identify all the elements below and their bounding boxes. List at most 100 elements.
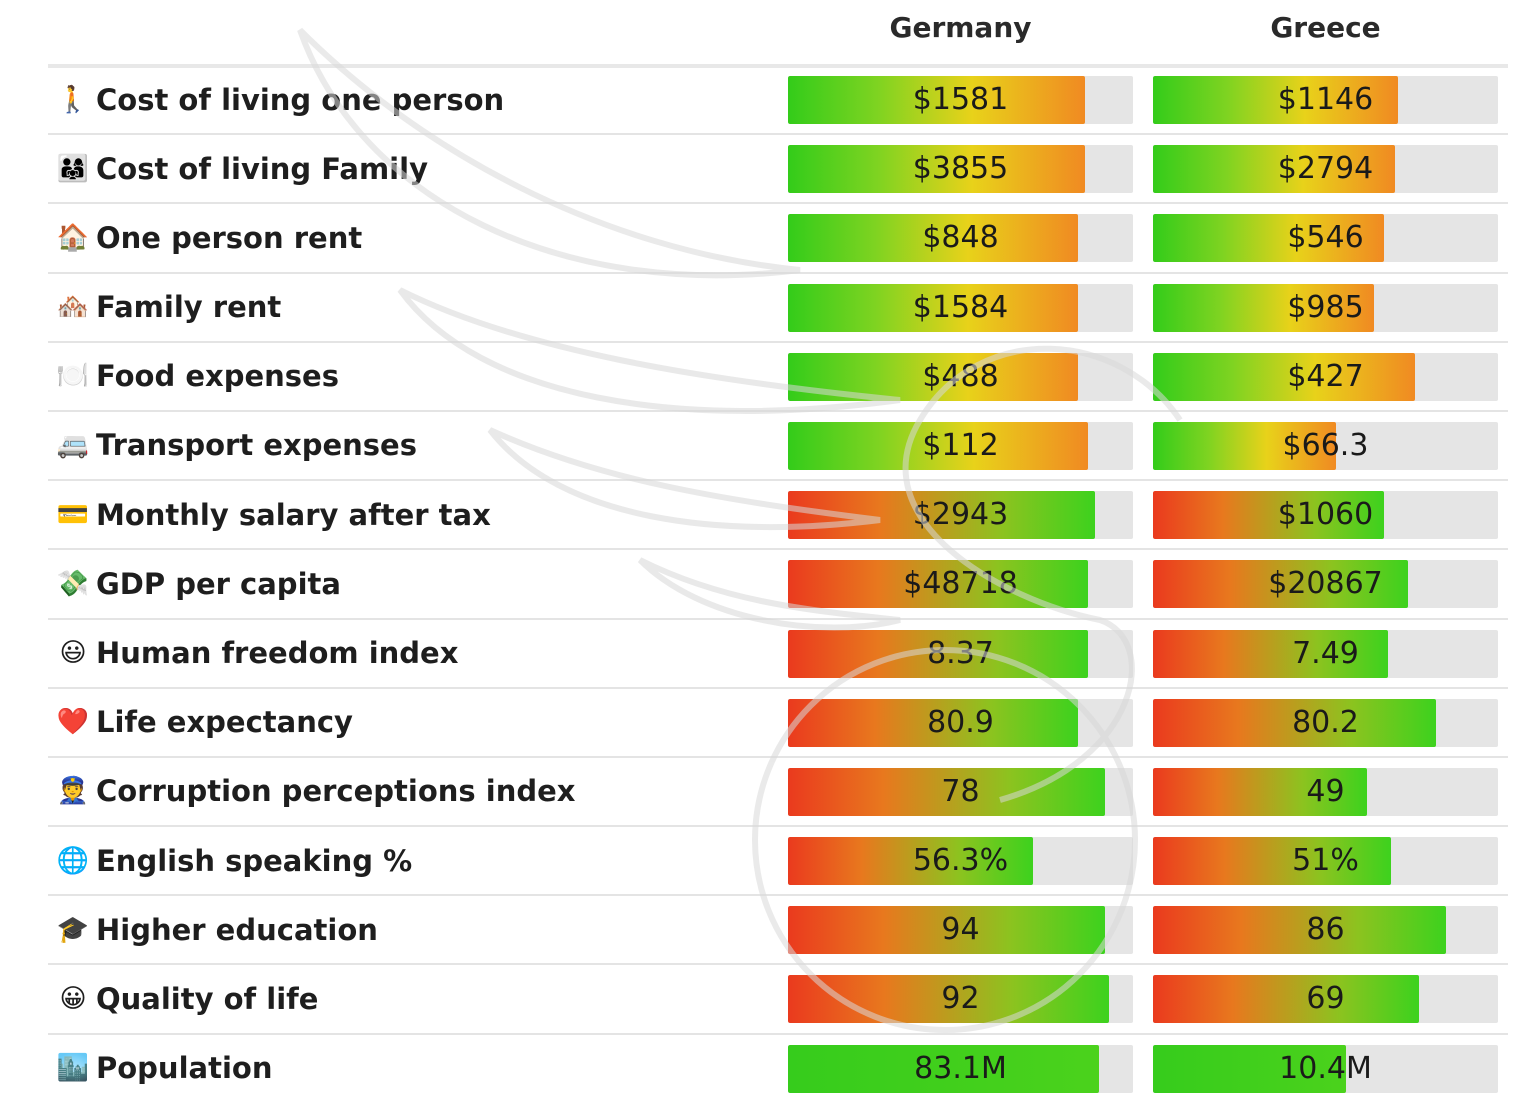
greece-bar[interactable]: 69: [1153, 975, 1498, 1024]
greece-value: $427: [1287, 358, 1364, 394]
row-label[interactable]: 👮 Corruption perceptions index: [56, 758, 576, 825]
greece-bar[interactable]: $66.3: [1153, 421, 1498, 470]
table-header: Germany Greece: [48, 0, 1508, 68]
germany-bar[interactable]: 92: [788, 975, 1133, 1024]
germany-bar-fill: [788, 145, 1085, 194]
column-header-germany[interactable]: Germany: [889, 11, 1032, 44]
row-label[interactable]: 🏠 One person rent: [56, 204, 362, 271]
greece-value: 51%: [1292, 843, 1359, 879]
greece-bar[interactable]: 80.2: [1153, 698, 1498, 747]
row-label[interactable]: 🍽️ Food expenses: [56, 343, 339, 410]
germany-value: $2943: [912, 497, 1009, 533]
greece-bar[interactable]: $985: [1153, 283, 1498, 332]
higher-education-icon: 🎓: [56, 914, 90, 945]
row-label[interactable]: 😀 Quality of life: [56, 965, 318, 1032]
row-label-text: Life expectancy: [96, 705, 353, 740]
greece-bar-fill: [1153, 491, 1385, 540]
corruption-perceptions-index-icon: 👮: [56, 776, 90, 807]
germany-bar[interactable]: $3855: [788, 145, 1133, 194]
table-row-life-expectancy: ❤️ Life expectancy 80.9 80.2: [48, 689, 1508, 758]
germany-bar[interactable]: $1581: [788, 76, 1133, 124]
greece-bar-fill: [1153, 76, 1398, 124]
cost-of-living-family-icon: 👨‍👩‍👧: [56, 153, 90, 184]
human-freedom-index-icon: 😃: [59, 638, 87, 668]
greece-bar[interactable]: $1060: [1153, 491, 1498, 540]
germany-value: $112: [922, 427, 999, 463]
row-label[interactable]: 🏙️ Population: [56, 1035, 273, 1102]
germany-bar-fill: [788, 1044, 1099, 1093]
germany-bar[interactable]: $112: [788, 421, 1133, 470]
germany-bar[interactable]: $2943: [788, 491, 1133, 540]
germany-bar[interactable]: 83.1M: [788, 1044, 1133, 1093]
row-label-text: Family rent: [96, 290, 282, 325]
row-label[interactable]: 🎓 Higher education: [56, 896, 378, 963]
row-label-text: Human freedom index: [96, 636, 459, 670]
greece-bar[interactable]: 51%: [1153, 837, 1498, 886]
germany-value: 56.3%: [912, 843, 1009, 879]
table-row-one-person-rent: 🏠 One person rent $848 $546: [48, 204, 1508, 274]
greece-value: 80.2: [1292, 704, 1359, 740]
germany-bar[interactable]: $48718: [788, 560, 1133, 609]
row-label[interactable]: 🏘️ Family rent: [56, 274, 281, 341]
row-label[interactable]: 😃 Human freedom index: [56, 620, 458, 687]
greece-bar-fill: [1153, 145, 1395, 194]
germany-value: 80.9: [927, 704, 994, 740]
row-label-text: GDP per capita: [96, 566, 341, 601]
germany-bar[interactable]: 94: [788, 906, 1133, 955]
row-label-text: Food expenses: [96, 359, 339, 394]
greece-bar-fill: [1153, 906, 1447, 955]
germany-bar[interactable]: 78: [788, 767, 1133, 816]
transport-expenses-icon: 🚐: [56, 430, 90, 461]
greece-bar[interactable]: 86: [1153, 906, 1498, 955]
greece-value: 10.4M: [1279, 1050, 1372, 1086]
row-label[interactable]: 💳 Monthly salary after tax: [56, 481, 491, 548]
greece-bar-fill: [1153, 421, 1336, 470]
greece-bar[interactable]: $2794: [1153, 145, 1498, 194]
germany-bar[interactable]: $488: [788, 352, 1133, 401]
greece-value: 86: [1306, 912, 1345, 948]
greece-bar[interactable]: $546: [1153, 214, 1498, 263]
row-label-text: Population: [96, 1051, 273, 1086]
germany-bar[interactable]: 8.37: [788, 629, 1133, 678]
greece-bar[interactable]: $20867: [1153, 560, 1498, 609]
row-label[interactable]: 🚐 Transport expenses: [56, 412, 417, 479]
greece-bar-fill: [1153, 560, 1409, 609]
germany-value: 83.1M: [914, 1050, 1007, 1086]
table-row-cost-of-living-one-person: 🚶 Cost of living one person $1581 $1146: [48, 66, 1508, 136]
table-row-food-expenses: 🍽️ Food expenses $488 $427: [48, 343, 1508, 412]
row-label-text: Monthly salary after tax: [96, 497, 491, 532]
germany-value: 8.37: [927, 635, 994, 671]
comparison-table: 🚶 Cost of living one person $1581 $1146 👨‍👩‍…: [48, 66, 1508, 1104]
greece-value: 49: [1306, 773, 1345, 809]
greece-value: $985: [1287, 289, 1364, 325]
table-row-cost-of-living-family: 👨‍👩‍👧 Cost of living Family $3855 $2794: [48, 135, 1508, 205]
row-label-text: English speaking %: [96, 843, 413, 878]
table-row-transport-expenses: 🚐 Transport expenses $112 $66.3: [48, 412, 1508, 482]
population-icon: 🏙️: [56, 1053, 90, 1084]
row-label[interactable]: 🌐 English speaking %: [56, 827, 412, 894]
row-label[interactable]: 💸 GDP per capita: [56, 550, 341, 617]
monthly-salary-after-tax-icon: 💳: [56, 499, 90, 530]
germany-bar-fill: [788, 76, 1085, 124]
greece-bar[interactable]: $427: [1153, 352, 1498, 401]
germany-bar[interactable]: 80.9: [788, 698, 1133, 747]
germany-value: $48718: [903, 566, 1018, 602]
column-header-greece[interactable]: Greece: [1270, 11, 1381, 44]
greece-bar[interactable]: 49: [1153, 767, 1498, 816]
greece-bar[interactable]: 7.49: [1153, 629, 1498, 678]
germany-value: $488: [922, 358, 999, 394]
one-person-rent-icon: 🏠: [56, 222, 90, 253]
row-label[interactable]: 👨‍👩‍👧 Cost of living Family: [56, 135, 428, 202]
greece-bar[interactable]: 10.4M: [1153, 1044, 1498, 1093]
cost-of-living-one-person-icon: 🚶: [56, 84, 90, 115]
greece-bar[interactable]: $1146: [1153, 76, 1498, 124]
greece-bar-fill: [1153, 214, 1385, 263]
germany-bar-fill: [788, 214, 1078, 263]
germany-bar[interactable]: 56.3%: [788, 837, 1133, 886]
germany-bar[interactable]: $848: [788, 214, 1133, 263]
row-label[interactable]: ❤️ Life expectancy: [56, 689, 353, 756]
table-row-monthly-salary-after-tax: 💳 Monthly salary after tax $2943 $1060: [48, 481, 1508, 551]
row-label[interactable]: 🚶 Cost of living one person: [56, 66, 504, 133]
germany-bar[interactable]: $1584: [788, 283, 1133, 332]
